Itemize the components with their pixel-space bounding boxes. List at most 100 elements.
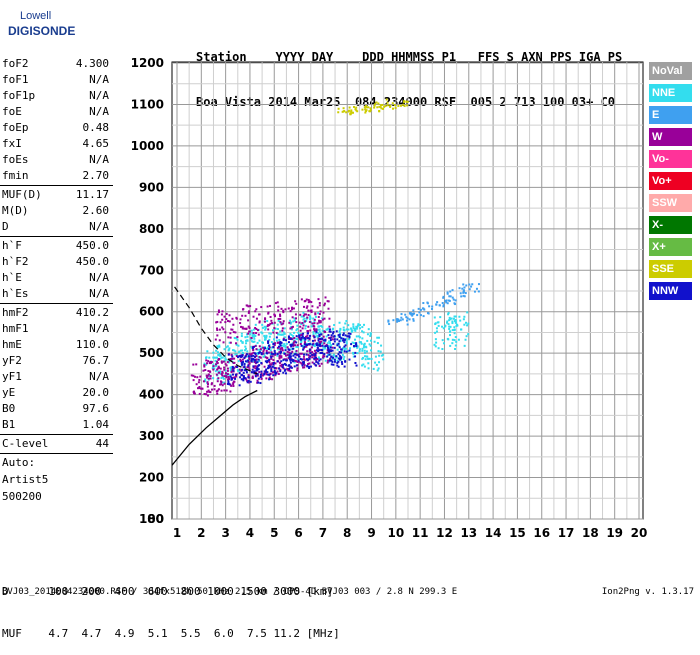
echo-point (199, 375, 202, 378)
legend-item: NNE (649, 84, 692, 102)
echo-point (433, 343, 436, 346)
echo-point (403, 105, 406, 108)
echo-point (312, 330, 315, 333)
echo-point (264, 317, 267, 320)
echo-point (302, 347, 305, 350)
echo-point (454, 299, 457, 302)
echo-point (216, 346, 219, 349)
echo-point (228, 347, 231, 350)
echo-point (437, 347, 440, 350)
echo-point (318, 343, 321, 346)
echo-point (389, 105, 392, 108)
echo-point (454, 321, 457, 324)
echo-point (271, 378, 274, 381)
param-row: MUF(D) 11.17 (0, 187, 113, 203)
param-value: 2.60 (82, 204, 110, 217)
echo-point (337, 365, 340, 368)
echo-point (292, 307, 295, 310)
param-value: N/A (89, 287, 109, 300)
echo-point (321, 318, 324, 321)
echo-point (206, 390, 209, 393)
echo-point (308, 350, 311, 353)
echo-point (276, 370, 279, 373)
echo-point (203, 362, 206, 365)
echo-point (254, 310, 257, 313)
echo-point (363, 365, 366, 368)
echo-point (355, 343, 358, 346)
echo-point (399, 104, 402, 107)
param-label: fmin (2, 169, 29, 182)
echo-point (332, 363, 335, 366)
echo-point (280, 341, 283, 344)
echo-point (233, 357, 236, 360)
echo-point (318, 325, 321, 328)
echo-point (244, 345, 247, 348)
echo-point (196, 376, 199, 379)
echo-point (247, 360, 250, 363)
echo-point (247, 376, 250, 379)
echo-point (295, 335, 298, 338)
echo-point (434, 323, 437, 326)
echo-point (311, 339, 314, 342)
echo-point (285, 359, 288, 362)
echo-point (284, 344, 287, 347)
echo-point (250, 345, 253, 348)
echo-point (210, 361, 213, 364)
echo-point (399, 319, 402, 322)
echo-point (244, 349, 247, 352)
param-label: fxI (2, 137, 22, 150)
echo-point (267, 364, 270, 367)
echo-point (451, 322, 454, 325)
echo-point (312, 324, 315, 327)
echo-point (389, 104, 392, 107)
echo-point (316, 306, 319, 309)
echo-point (250, 355, 253, 358)
trace-e (387, 283, 480, 326)
echo-point (282, 311, 285, 314)
echo-point (370, 357, 373, 360)
echo-point (254, 375, 257, 378)
echo-point (330, 344, 333, 347)
echo-point (451, 296, 454, 299)
echo-point (252, 366, 255, 369)
echo-point (345, 340, 348, 343)
param-label: B0 (2, 402, 16, 415)
echo-point (311, 356, 314, 359)
echo-point (323, 342, 326, 345)
echo-point (254, 365, 257, 368)
echo-point (302, 305, 305, 308)
echo-point (314, 352, 317, 355)
echo-point (299, 361, 302, 364)
echo-point (254, 323, 257, 326)
echo-point (394, 106, 397, 109)
echo-point (314, 355, 317, 358)
echo-point (302, 332, 305, 335)
echo-point (426, 312, 429, 315)
echo-point (206, 394, 209, 397)
echo-point (300, 341, 303, 344)
echo-point (337, 353, 340, 356)
echo-point (335, 330, 338, 333)
echo-point (225, 364, 228, 367)
echo-point (376, 369, 379, 372)
echo-point (274, 362, 277, 365)
echo-point (401, 318, 404, 321)
echo-point (212, 351, 215, 354)
echo-point (267, 351, 270, 354)
echo-point (257, 381, 260, 384)
echo-point (256, 361, 259, 364)
echo-point (405, 316, 408, 319)
echo-point (229, 375, 232, 378)
echo-point (448, 316, 451, 319)
echo-point (205, 359, 208, 362)
echo-point (283, 362, 286, 365)
echo-point (257, 352, 260, 355)
echo-point (225, 376, 228, 379)
echo-point (260, 331, 263, 334)
echo-point (233, 349, 236, 352)
echo-point (232, 366, 235, 369)
echo-point (270, 363, 273, 366)
echo-point (467, 333, 470, 336)
echo-point (301, 361, 304, 364)
echo-point (235, 375, 238, 378)
